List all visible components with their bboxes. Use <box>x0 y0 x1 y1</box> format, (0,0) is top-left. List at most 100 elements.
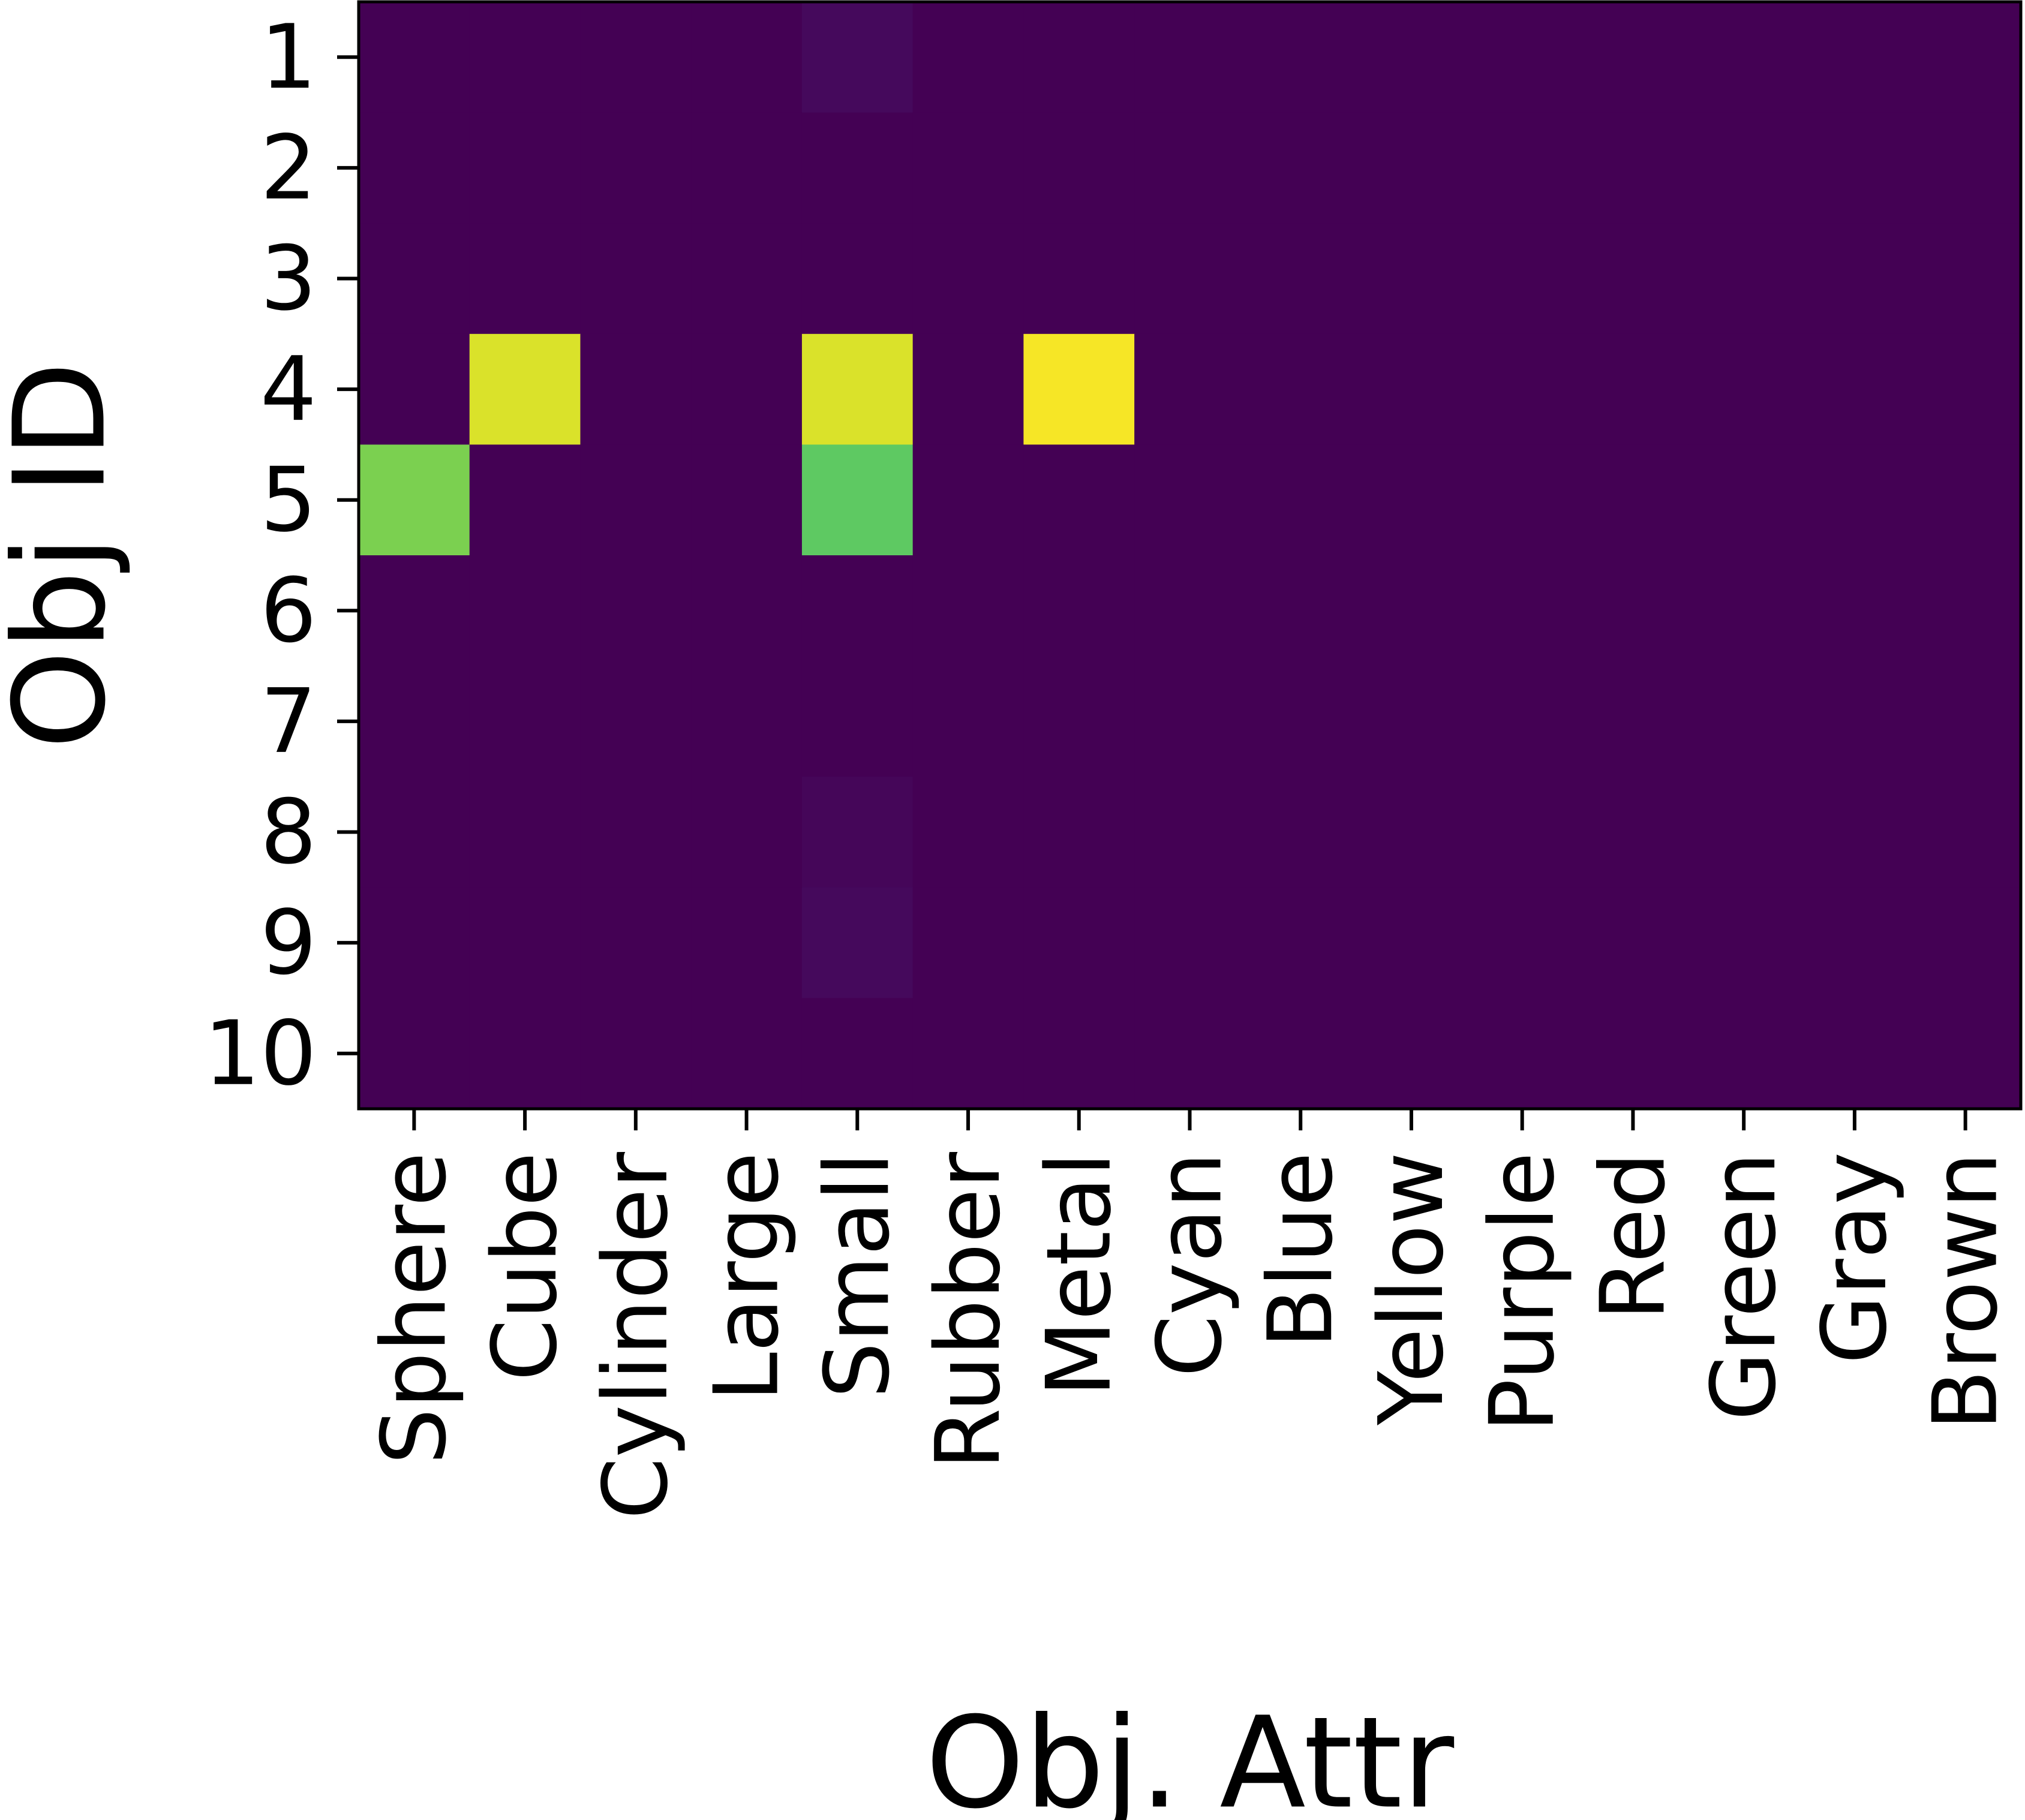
y-tick-label: 7 <box>260 670 317 773</box>
heatmap-cell <box>1356 777 1467 888</box>
heatmap-cell <box>802 555 913 666</box>
y-tick-label: 6 <box>260 559 317 662</box>
heatmap-cell <box>1245 555 1356 666</box>
heatmap-cell <box>1134 555 1245 666</box>
heatmap-cell <box>1578 666 1688 777</box>
heatmap-cell <box>1688 113 1799 224</box>
heatmap-cell <box>1688 444 1799 555</box>
heatmap-cell <box>580 666 691 777</box>
y-tick-label: 10 <box>204 1002 317 1105</box>
heatmap-cell <box>580 555 691 666</box>
heatmap-cell <box>359 444 470 555</box>
x-tick-label: Sphere <box>362 1152 465 1464</box>
heatmap-cell <box>1467 666 1578 777</box>
heatmap-cell <box>1023 777 1134 888</box>
x-tick-label: Cylinder <box>584 1152 687 1520</box>
heatmap-cell <box>1910 444 2021 555</box>
heatmap-cell <box>359 113 470 224</box>
heatmap-cell <box>1023 444 1134 555</box>
heatmap-cell <box>1688 334 1799 445</box>
heatmap-cell <box>1578 334 1688 445</box>
heatmap-cell <box>1023 223 1134 334</box>
heatmap-cell <box>1910 998 2021 1109</box>
heatmap-cell <box>470 888 581 998</box>
heatmap-cell <box>1023 998 1134 1109</box>
heatmap-cell <box>580 2 691 113</box>
heatmap-cell <box>802 223 913 334</box>
heatmap-cell <box>1356 888 1467 998</box>
heatmap-cell <box>1578 2 1688 113</box>
heatmap-cell <box>1578 777 1688 888</box>
heatmap-cell <box>1467 555 1578 666</box>
heatmap-cell <box>1910 777 2021 888</box>
heatmap-cell <box>470 444 581 555</box>
heatmap-cell <box>802 2 913 113</box>
heatmap-cell <box>1910 334 2021 445</box>
heatmap-cell <box>1799 2 1910 113</box>
heatmap-cell <box>359 888 470 998</box>
heatmap-cell <box>913 334 1024 445</box>
heatmap-cell <box>580 888 691 998</box>
x-tick-label: Metal <box>1027 1152 1131 1397</box>
heatmap-cell <box>580 777 691 888</box>
heatmap-cell <box>1688 998 1799 1109</box>
heatmap-cell <box>1134 998 1245 1109</box>
x-tick-label: Brown <box>1914 1152 2017 1431</box>
heatmap-cell <box>1467 113 1578 224</box>
heatmap-cell <box>1023 334 1134 445</box>
heatmap-cell <box>580 998 691 1109</box>
heatmap-cell <box>1467 2 1578 113</box>
heatmap-cell <box>691 2 802 113</box>
heatmap-cell <box>470 2 581 113</box>
heatmap-cell <box>691 223 802 334</box>
heatmap-cell <box>913 888 1024 998</box>
heatmap-cell <box>1578 444 1688 555</box>
x-tick-label: Small <box>806 1152 909 1398</box>
heatmap-cell <box>470 555 581 666</box>
heatmap-cell <box>1799 444 1910 555</box>
heatmap-cell <box>802 998 913 1109</box>
x-axis-ticks: Sphere Cube Cylinder Large Small Rubber Metal C… <box>362 1109 2017 1520</box>
x-tick-label: Cube <box>473 1152 576 1381</box>
heatmap-cell <box>1578 998 1688 1109</box>
heatmap-cell <box>691 888 802 998</box>
heatmap-cell <box>1688 555 1799 666</box>
heatmap-cell <box>1799 113 1910 224</box>
heatmap-cell <box>1245 334 1356 445</box>
x-tick-label: Rubber <box>917 1152 1020 1470</box>
heatmap-cell <box>1245 998 1356 1109</box>
heatmap-cell <box>1356 223 1467 334</box>
heatmap-cell <box>691 444 802 555</box>
heatmap-cell <box>1245 113 1356 224</box>
heatmap-cell <box>1910 888 2021 998</box>
x-tick-label: Blue <box>1249 1152 1352 1349</box>
y-axis-label: Obj ID <box>0 361 134 749</box>
x-tick-label: Red <box>1581 1152 1684 1320</box>
heatmap-cell <box>1688 888 1799 998</box>
heatmap-cell <box>1910 113 2021 224</box>
heatmap-cell <box>1356 998 1467 1109</box>
heatmap-cell <box>1356 666 1467 777</box>
heatmap-cell <box>802 444 913 555</box>
heatmap-cell <box>1688 2 1799 113</box>
heatmap-cell <box>1134 223 1245 334</box>
heatmap-cell <box>470 223 581 334</box>
heatmap-cell <box>691 555 802 666</box>
heatmap-cell <box>580 223 691 334</box>
heatmap-cell <box>1134 888 1245 998</box>
heatmap-cell <box>1799 334 1910 445</box>
heatmap-cell <box>1688 777 1799 888</box>
heatmap-cell <box>691 666 802 777</box>
heatmap-cell <box>1245 2 1356 113</box>
heatmap-cell <box>1356 113 1467 224</box>
heatmap-cell <box>470 777 581 888</box>
heatmap-cell <box>1688 666 1799 777</box>
heatmap-cell <box>1910 2 2021 113</box>
heatmap-cell <box>1134 777 1245 888</box>
heatmap-cell <box>580 444 691 555</box>
x-tick-label: Cyan <box>1138 1152 1242 1377</box>
heatmap-cell <box>1023 113 1134 224</box>
x-axis-label: Obj. Attr <box>926 1690 1455 1820</box>
x-tick-label: Large <box>695 1152 798 1401</box>
